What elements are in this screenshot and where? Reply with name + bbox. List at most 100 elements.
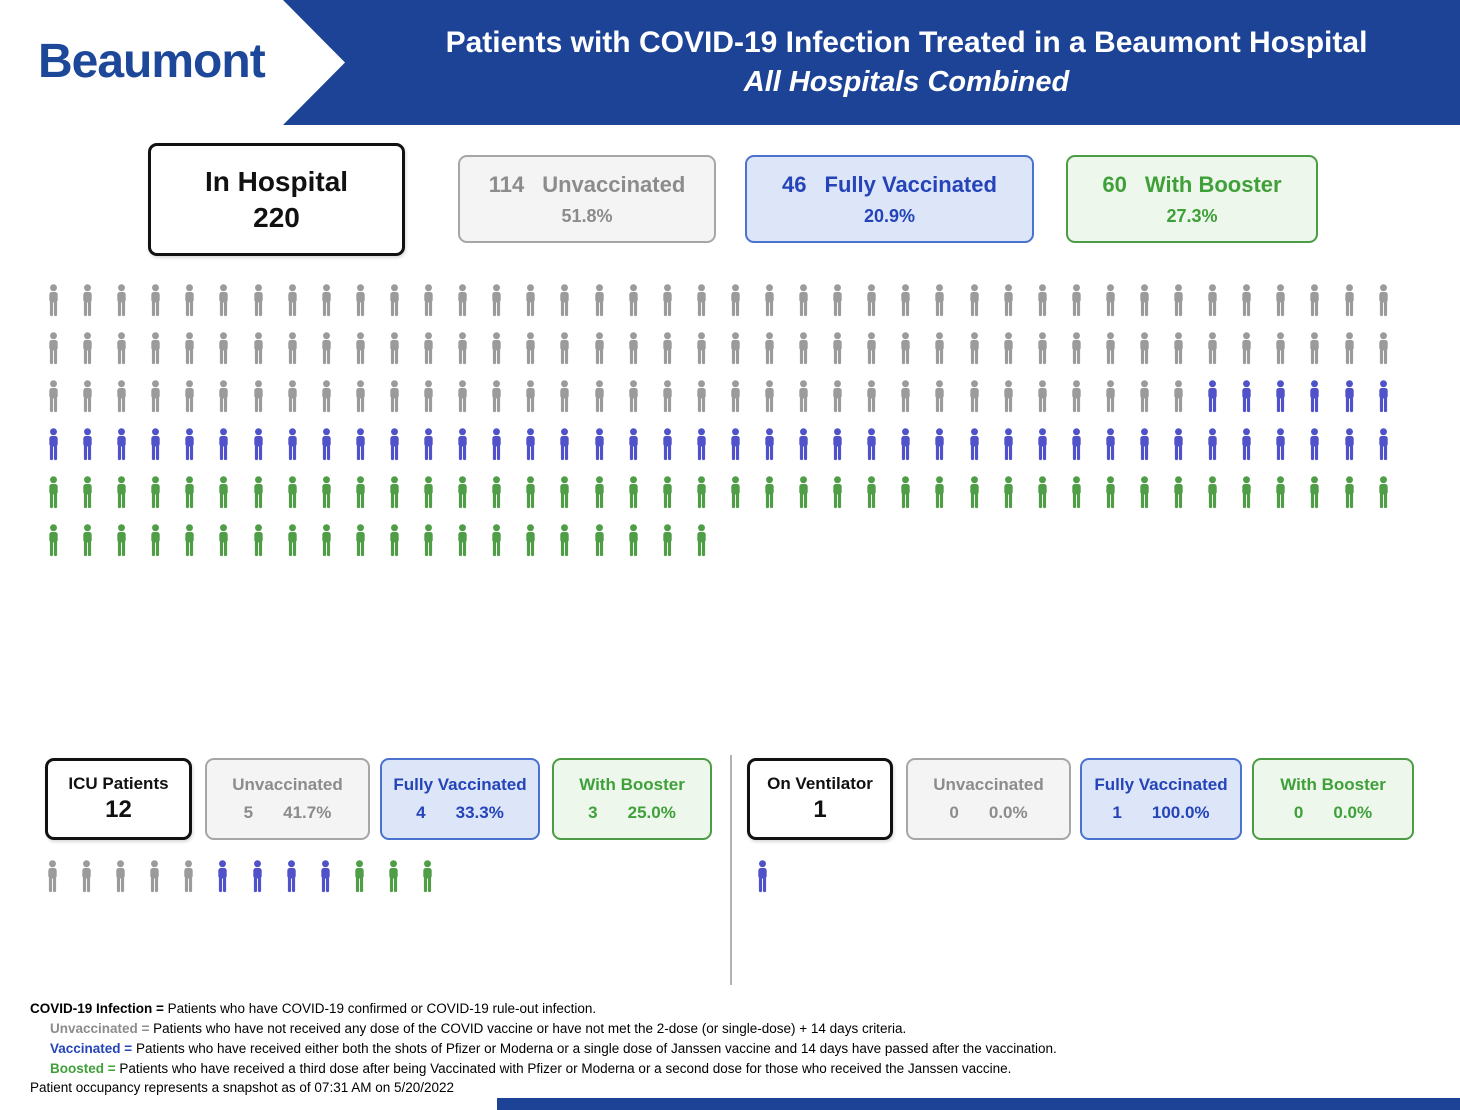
person-icon — [421, 476, 455, 524]
unvaccinated-count: 114 — [488, 171, 525, 197]
with-booster-summary-box: 60 With Booster 27.3% — [1066, 155, 1318, 243]
person-icon — [148, 476, 182, 524]
person-icon — [46, 284, 80, 332]
person-icon — [386, 860, 420, 908]
person-icon — [728, 428, 762, 476]
footnote-text-boosted: Patients who have received a third dose … — [115, 1061, 1012, 1076]
footnote-term-vaccinated: Vaccinated = — [50, 1041, 133, 1056]
person-icon — [523, 524, 557, 572]
icu-unvaccinated-pct: 41.7% — [283, 803, 332, 822]
person-icon — [45, 860, 79, 908]
beaumont-logo: Beaumont — [38, 35, 266, 88]
person-icon — [489, 428, 523, 476]
icu-fully-vaccinated-box: Fully Vaccinated 4 33.3% — [380, 758, 540, 840]
icu-unvaccinated-box: Unvaccinated 5 41.7% — [205, 758, 370, 840]
person-icon — [557, 284, 591, 332]
person-icon — [1273, 476, 1307, 524]
person-icon — [1205, 476, 1239, 524]
in-hospital-pictograph — [46, 284, 1412, 572]
person-icon — [80, 284, 114, 332]
person-icon — [455, 428, 489, 476]
footnote-term-covid: COVID-19 Infection = — [30, 1001, 164, 1016]
person-icon — [1376, 380, 1410, 428]
person-icon — [421, 428, 455, 476]
ventilator-unvaccinated-label: Unvaccinated — [933, 775, 1044, 794]
footnote-line: COVID-19 Infection = Patients who have C… — [30, 999, 1057, 1019]
person-icon — [80, 476, 114, 524]
person-icon — [1137, 476, 1171, 524]
person-icon — [762, 380, 796, 428]
person-icon — [728, 380, 762, 428]
person-icon — [114, 284, 148, 332]
ventilator-with-booster-label: With Booster — [1280, 775, 1386, 794]
person-icon — [285, 476, 319, 524]
person-icon — [660, 524, 694, 572]
person-icon — [318, 860, 352, 908]
person-icon — [592, 428, 626, 476]
person-icon — [489, 380, 523, 428]
person-icon — [728, 284, 762, 332]
fully-vaccinated-label: Fully Vaccinated — [824, 171, 997, 197]
person-icon — [319, 524, 353, 572]
person-icon — [728, 332, 762, 380]
person-icon — [489, 524, 523, 572]
person-icon — [557, 524, 591, 572]
person-icon — [285, 284, 319, 332]
person-icon — [216, 332, 250, 380]
person-icon — [932, 380, 966, 428]
person-icon — [1307, 284, 1341, 332]
person-icon — [796, 428, 830, 476]
person-icon — [1103, 380, 1137, 428]
person-icon — [967, 284, 1001, 332]
person-icon — [1205, 284, 1239, 332]
person-icon — [626, 476, 660, 524]
person-icon — [762, 476, 796, 524]
person-icon — [114, 476, 148, 524]
person-icon — [898, 476, 932, 524]
person-icon — [455, 284, 489, 332]
person-icon — [251, 476, 285, 524]
person-icon — [557, 380, 591, 428]
in-hospital-label: In Hospital — [204, 165, 349, 197]
person-icon — [1137, 380, 1171, 428]
ventilator-title: On Ventilator — [767, 774, 873, 793]
person-icon — [114, 380, 148, 428]
person-icon — [387, 476, 421, 524]
person-icon — [796, 332, 830, 380]
person-icon — [79, 860, 113, 908]
person-icon — [80, 332, 114, 380]
ventilator-with-booster-box: With Booster 0 0.0% — [1252, 758, 1414, 840]
person-icon — [182, 332, 216, 380]
person-icon — [1137, 284, 1171, 332]
person-icon — [898, 284, 932, 332]
person-icon — [592, 284, 626, 332]
person-icon — [864, 476, 898, 524]
ventilator-pictograph — [755, 860, 855, 908]
person-icon — [1342, 428, 1376, 476]
footnote-term-unvaccinated: Unvaccinated = — [50, 1021, 150, 1036]
with-booster-label: With Booster — [1144, 171, 1282, 197]
person-icon — [1239, 428, 1273, 476]
person-icon — [353, 332, 387, 380]
person-icon — [864, 428, 898, 476]
person-icon — [1001, 476, 1035, 524]
person-icon — [523, 428, 557, 476]
person-icon — [182, 476, 216, 524]
unvaccinated-label: Unvaccinated — [542, 171, 686, 197]
person-icon — [1239, 476, 1273, 524]
person-icon — [455, 476, 489, 524]
fully-vaccinated-count: 46 — [782, 171, 807, 197]
person-icon — [285, 332, 319, 380]
person-icon — [755, 860, 789, 908]
person-icon — [864, 284, 898, 332]
person-icon — [1273, 284, 1307, 332]
person-icon — [80, 524, 114, 572]
footnote-line: Unvaccinated = Patients who have not rec… — [30, 1019, 1057, 1039]
person-icon — [387, 380, 421, 428]
person-icon — [319, 284, 353, 332]
person-icon — [1376, 476, 1410, 524]
person-icon — [796, 380, 830, 428]
icu-value: 12 — [105, 796, 132, 823]
ventilator-fully-vaccinated-count: 1 — [1112, 803, 1122, 822]
person-icon — [216, 380, 250, 428]
